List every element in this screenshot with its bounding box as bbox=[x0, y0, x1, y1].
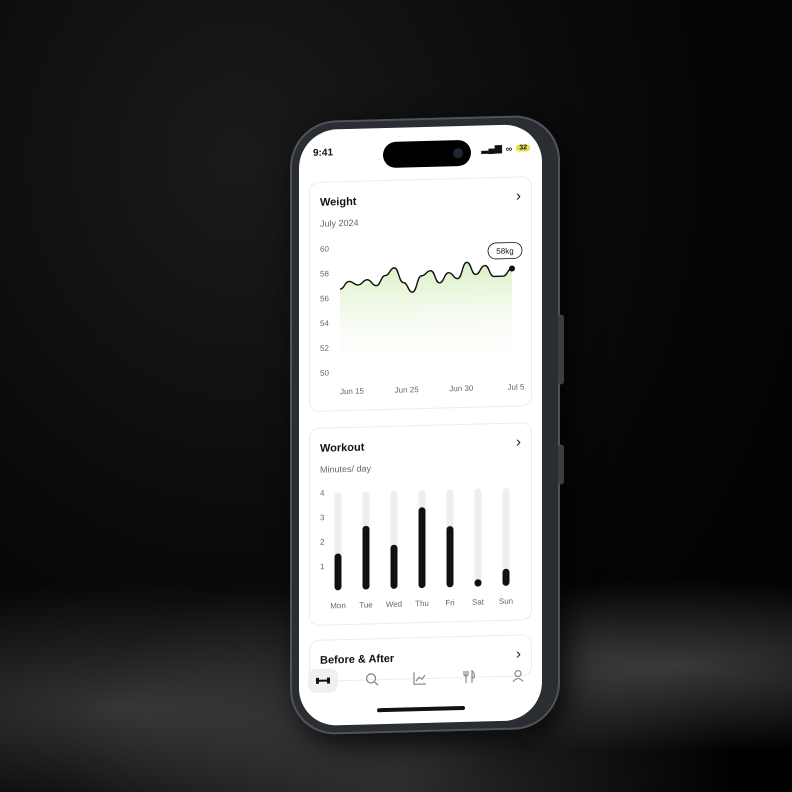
workout-bar bbox=[474, 579, 482, 587]
y-tick-label: 50 bbox=[320, 369, 329, 378]
tab-bar bbox=[299, 658, 542, 698]
workout-bar bbox=[390, 544, 398, 589]
status-time: 9:41 bbox=[313, 147, 334, 159]
status-icons: ▂▄▆ ∞ 32 bbox=[482, 142, 530, 154]
weight-card[interactable]: Weight July 2024 › 60 58 56 54 52 50 58kg Jun 1… bbox=[309, 176, 532, 413]
battery-badge: 32 bbox=[516, 144, 530, 152]
weight-badge-label: 58kg bbox=[496, 246, 513, 255]
x-tick-label: Jun 25 bbox=[395, 385, 420, 395]
tab-profile[interactable] bbox=[503, 663, 533, 688]
x-tick-label: Jun 30 bbox=[449, 384, 474, 394]
chevron-right-icon[interactable]: › bbox=[516, 187, 521, 205]
chart-icon bbox=[413, 672, 427, 685]
weight-area bbox=[340, 262, 512, 373]
workout-card[interactable]: Workout Minutes/ day › 4 3 2 1 Mon Tue Wed Thu F… bbox=[309, 422, 532, 627]
weight-title: Weight bbox=[320, 195, 357, 209]
tab-search[interactable] bbox=[357, 667, 387, 692]
phone-frame: 9:41 ▂▄▆ ∞ 32 Weight July 2024 › 60 58 56 5… bbox=[290, 114, 564, 736]
day-label: Mon bbox=[330, 601, 346, 610]
y-tick-label: 3 bbox=[320, 513, 325, 522]
y-tick-label: 1 bbox=[320, 562, 325, 571]
phone-screen: 9:41 ▂▄▆ ∞ 32 Weight July 2024 › 60 58 56 5… bbox=[299, 123, 542, 727]
dumbbell-icon bbox=[316, 677, 331, 684]
y-tick-label: 2 bbox=[320, 538, 325, 547]
dynamic-island bbox=[383, 139, 471, 169]
signal-icon: ▂▄▆ bbox=[481, 142, 502, 154]
home-indicator bbox=[376, 705, 465, 713]
tab-workouts[interactable] bbox=[308, 668, 339, 694]
bar-track bbox=[474, 488, 482, 587]
camera-icon bbox=[453, 148, 463, 159]
latest-point bbox=[509, 265, 515, 272]
day-label: Sun bbox=[499, 597, 513, 606]
workout-subtitle: Minutes/ day bbox=[320, 463, 372, 475]
y-tick-label: 56 bbox=[320, 294, 329, 303]
workout-bar bbox=[502, 568, 510, 586]
weight-chart: 60 58 56 54 52 50 58kg Jun 15 Jun 25 Jun 30 Jul 5 bbox=[320, 242, 525, 397]
phone-side-button bbox=[558, 444, 564, 485]
weight-line bbox=[339, 261, 513, 293]
day-label: Tue bbox=[359, 600, 373, 609]
day-label: Wed bbox=[386, 600, 402, 609]
day-label: Fri bbox=[445, 598, 455, 607]
y-tick-label: 52 bbox=[320, 344, 329, 353]
y-tick-label: 54 bbox=[320, 319, 329, 328]
workout-bar bbox=[418, 507, 426, 589]
x-tick-label: Jul 5 bbox=[508, 382, 525, 391]
workout-bar bbox=[334, 553, 342, 591]
bar-track bbox=[502, 487, 510, 586]
day-label: Sat bbox=[472, 597, 485, 606]
fork-knife-icon bbox=[463, 669, 475, 683]
status-bar: 9:41 ▂▄▆ ∞ 32 bbox=[313, 139, 530, 169]
weight-subtitle: July 2024 bbox=[320, 217, 359, 229]
workout-bar bbox=[362, 525, 370, 590]
y-tick-label: 60 bbox=[320, 245, 329, 254]
x-tick-label: Jun 15 bbox=[340, 387, 365, 397]
workout-bar bbox=[446, 526, 454, 588]
y-tick-label: 58 bbox=[320, 269, 329, 278]
weight-badge bbox=[487, 242, 523, 260]
person-icon bbox=[512, 669, 524, 683]
tab-nutrition[interactable] bbox=[454, 664, 484, 689]
search-icon bbox=[365, 673, 379, 686]
y-tick-label: 4 bbox=[320, 489, 325, 498]
link-icon: ∞ bbox=[505, 143, 513, 154]
day-label: Thu bbox=[415, 599, 429, 608]
chevron-right-icon[interactable]: › bbox=[516, 433, 521, 451]
workout-title: Workout bbox=[320, 441, 365, 455]
phone-side-button bbox=[558, 314, 564, 385]
workout-chart: 4 3 2 1 Mon Tue Wed Thu Fri Sat Sun bbox=[320, 487, 513, 610]
tab-progress[interactable] bbox=[405, 666, 435, 691]
